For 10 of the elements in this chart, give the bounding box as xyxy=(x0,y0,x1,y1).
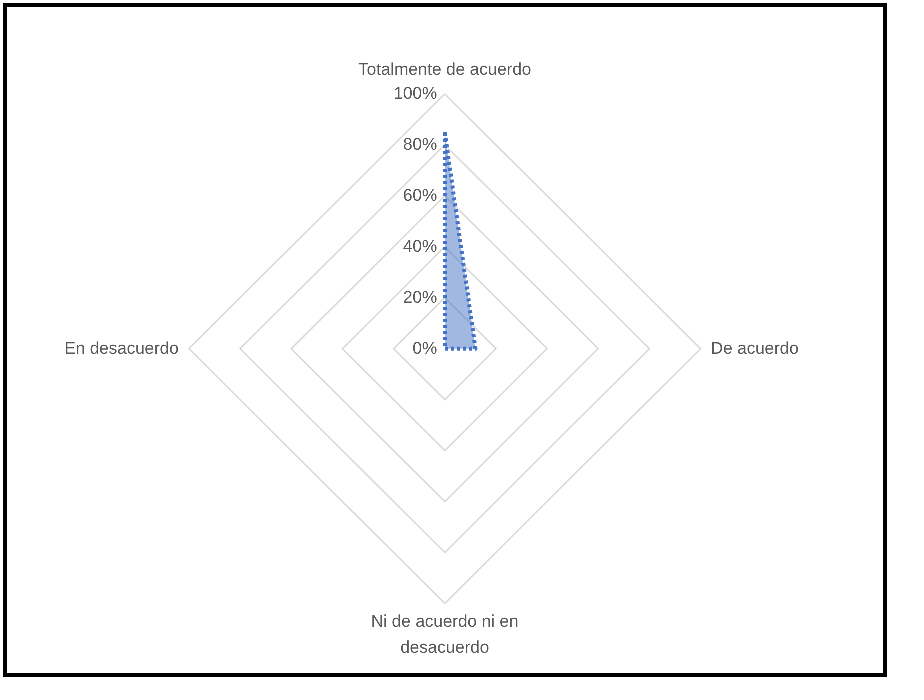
y-tick-label: 100% xyxy=(394,84,438,104)
y-tick-label: 20% xyxy=(403,288,438,307)
spoke-label: En desacuerdo xyxy=(64,338,179,358)
spoke-label: Totalmente de acuerdo xyxy=(358,60,532,79)
y-tick-label: 0% xyxy=(412,338,438,358)
y-tick-label: 80% xyxy=(403,135,438,154)
spoke-label: Ni de acuerdo ni en desacuerdo xyxy=(371,612,519,657)
y-tick-label: 60% xyxy=(403,186,438,206)
spoke-label: De acuerdo xyxy=(711,338,799,358)
y-tick-label: 40% xyxy=(403,237,438,256)
